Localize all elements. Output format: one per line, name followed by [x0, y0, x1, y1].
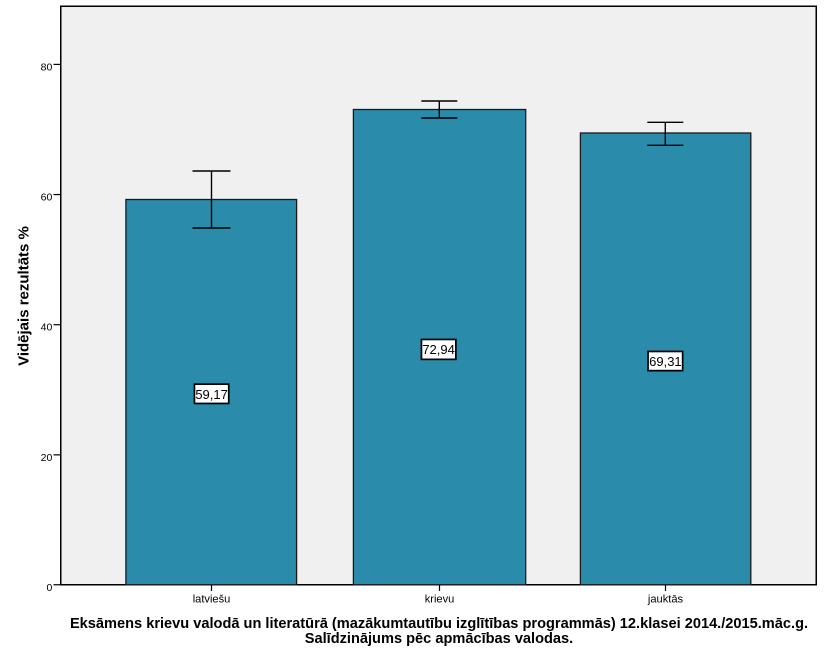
svg-text:40: 40: [41, 322, 53, 334]
svg-text:20: 20: [41, 452, 53, 464]
svg-text:59,17: 59,17: [195, 387, 228, 402]
svg-text:80: 80: [41, 61, 53, 73]
svg-text:72,94: 72,94: [422, 342, 455, 357]
svg-text:latviešu: latviešu: [193, 594, 231, 606]
svg-text:Salīdzinājums pēc apmācības va: Salīdzinājums pēc apmācības valodas.: [305, 631, 573, 647]
svg-text:Eksāmens krievu valodā un lite: Eksāmens krievu valodā un literatūrā (ma…: [70, 616, 808, 632]
svg-text:60: 60: [41, 191, 53, 203]
svg-text:Vidējais rezultāts %: Vidējais rezultāts %: [16, 226, 33, 366]
svg-text:krievu: krievu: [425, 594, 455, 606]
svg-text:0: 0: [46, 582, 52, 594]
svg-text:69,31: 69,31: [649, 354, 682, 369]
svg-text:jauktās: jauktās: [647, 594, 684, 606]
